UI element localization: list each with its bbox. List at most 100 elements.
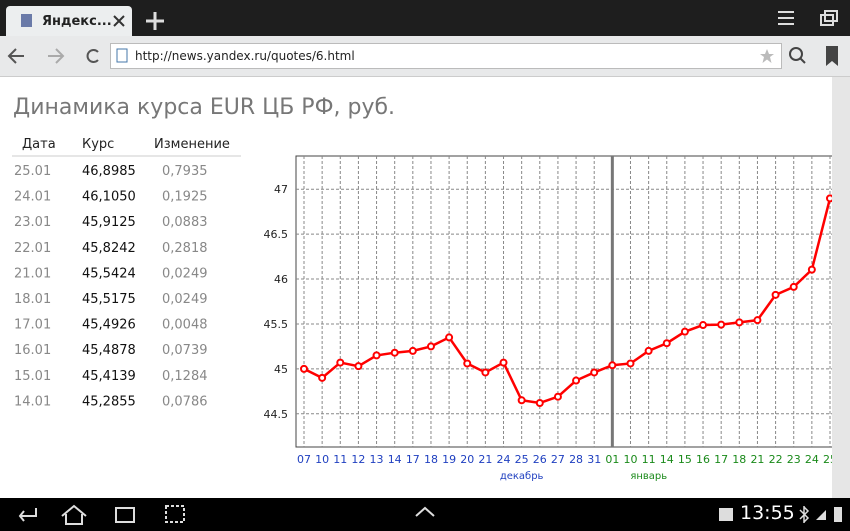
point <box>626 359 635 368</box>
home-key[interactable] <box>61 504 87 525</box>
bookmark-star[interactable] <box>759 48 775 64</box>
x-tick-label: 12 <box>351 453 365 466</box>
y-tick-label: 46.5 <box>264 228 289 241</box>
table-cell: 0,7935 <box>162 164 208 179</box>
tab[interactable]: Яндекс... <box>6 6 132 36</box>
tab-bar: Яндекс... <box>0 0 850 36</box>
point <box>735 318 744 327</box>
menu[interactable] <box>776 9 800 29</box>
x-tick-label: 17 <box>714 453 728 466</box>
x-tick-label: 22 <box>769 453 783 466</box>
x-tick-label: 14 <box>660 453 674 466</box>
point <box>426 342 435 351</box>
page-title: Динамика курса EUR ЦБ РФ, руб. <box>13 95 396 120</box>
scrollbar <box>832 77 850 498</box>
x-tick-label: 27 <box>551 453 565 466</box>
y-tick-label: 44.5 <box>264 408 289 421</box>
point <box>644 346 653 355</box>
table-cell: 0,0048 <box>162 318 208 333</box>
content: Дата Курс Изменение 25.01 46,8985 0,7935 24.01… <box>12 137 832 482</box>
table-cell: 46,1050 <box>82 190 136 205</box>
table-cell: 22.01 <box>14 241 51 256</box>
table-cell: 0,0249 <box>162 266 208 281</box>
point <box>717 320 726 329</box>
point <box>336 358 345 367</box>
table-cell: 25.01 <box>14 164 51 179</box>
table-header: Изменение <box>154 137 230 152</box>
point <box>372 351 381 360</box>
point <box>807 265 816 274</box>
point <box>535 398 544 407</box>
new-tab[interactable] <box>140 6 170 36</box>
point <box>572 376 581 385</box>
table-cell: 45,8242 <box>82 241 136 256</box>
bookmarks[interactable] <box>826 46 838 66</box>
screenshot-key[interactable] <box>165 505 185 523</box>
x-tick-label: 10 <box>623 453 637 466</box>
table-header: Курс <box>82 137 114 152</box>
point <box>753 316 762 325</box>
y-tick-label: 47 <box>274 183 288 196</box>
table-cell: 45,4139 <box>82 369 136 384</box>
system-bar: 13:55 <box>0 498 850 531</box>
table-cell: 0,0786 <box>162 394 208 409</box>
x-tick-label: 31 <box>587 453 601 466</box>
clock: 13:55 <box>740 502 795 524</box>
address-bar: http://news.yandex.ru/quotes/6.html <box>0 36 850 77</box>
recent-key[interactable] <box>115 507 135 523</box>
point <box>590 368 599 377</box>
x-tick-label: 24 <box>805 453 819 466</box>
x-tick-label: 11 <box>333 453 347 466</box>
table-cell: 17.01 <box>14 318 51 333</box>
x-tick-label: 25 <box>823 453 832 466</box>
search[interactable] <box>789 47 803 61</box>
table-cell: 14.01 <box>14 394 51 409</box>
point <box>680 327 689 336</box>
table-cell: 18.01 <box>14 292 51 307</box>
table-cell: 45,9125 <box>82 215 136 230</box>
toolbar-icons <box>789 46 838 66</box>
point <box>481 368 490 377</box>
close-tab[interactable] <box>112 14 126 28</box>
x-tick-label: 15 <box>678 453 692 466</box>
x-tick-label: 18 <box>424 453 438 466</box>
point <box>408 346 417 355</box>
x-tick-label: 21 <box>478 453 492 466</box>
point <box>662 339 671 348</box>
x-tick-label: 19 <box>442 453 456 466</box>
tabs-button[interactable] <box>818 9 842 29</box>
page-icon <box>116 48 128 63</box>
table-cell: 45,5175 <box>82 292 136 307</box>
x-tick-label: 23 <box>787 453 801 466</box>
x-tick-label: 21 <box>750 453 764 466</box>
table-cell: 0,0883 <box>162 215 208 230</box>
forward[interactable] <box>48 48 65 64</box>
point <box>789 282 798 291</box>
favicon <box>21 14 32 27</box>
point <box>354 362 363 371</box>
point <box>499 358 508 367</box>
tab-title: Яндекс... <box>42 14 112 29</box>
nav-buttons <box>7 48 99 64</box>
x-tick-label: 25 <box>515 453 529 466</box>
back-key[interactable] <box>18 508 37 522</box>
reload[interactable] <box>86 49 99 63</box>
nav-keys <box>18 504 185 525</box>
up-key[interactable] <box>410 498 440 531</box>
table-cell: 45,4926 <box>82 318 136 333</box>
back[interactable] <box>7 48 24 64</box>
url-field[interactable]: http://news.yandex.ru/quotes/6.html <box>110 43 782 69</box>
table-cell: 0,1284 <box>162 369 208 384</box>
x-tick-label: 17 <box>406 453 420 466</box>
x-tick-label: 11 <box>642 453 656 466</box>
x-tick-label: 16 <box>696 453 710 466</box>
point <box>300 364 308 373</box>
x-tick-label: 13 <box>370 453 384 466</box>
table-cell: 24.01 <box>14 190 51 205</box>
y-tick-label: 45.5 <box>264 318 289 331</box>
table-cell: 21.01 <box>14 266 51 281</box>
x-tick-label: 24 <box>497 453 511 466</box>
point <box>699 321 708 330</box>
